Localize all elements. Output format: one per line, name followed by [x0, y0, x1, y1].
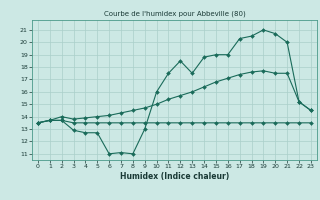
- X-axis label: Humidex (Indice chaleur): Humidex (Indice chaleur): [120, 172, 229, 181]
- Title: Courbe de l'humidex pour Abbeville (80): Courbe de l'humidex pour Abbeville (80): [104, 11, 245, 17]
